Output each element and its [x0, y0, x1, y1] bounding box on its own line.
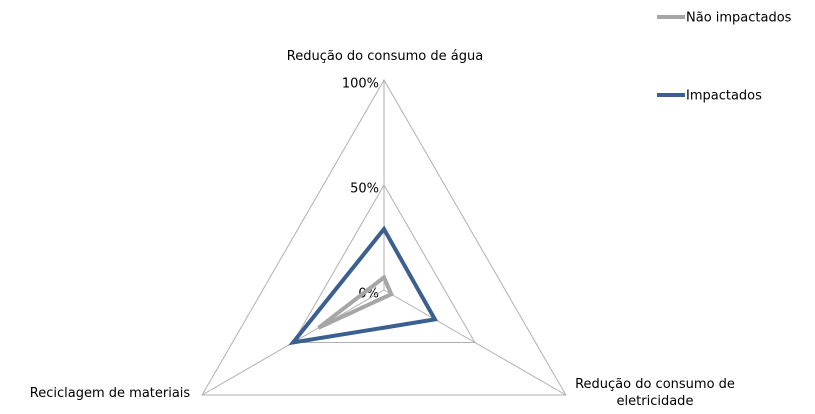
category-label: Redução do consumo de eletricidade [575, 377, 735, 409]
y-tick-label: 0% [358, 287, 379, 302]
grid-line [201, 79, 567, 396]
series-line [317, 274, 394, 330]
grid-line [292, 184, 476, 343]
legend-label: Impactados [686, 89, 762, 104]
legend-label: Não impactados [686, 11, 792, 26]
axis-spoke [383, 289, 567, 396]
series-line [288, 225, 439, 346]
category-label: Redução do consumo de água [286, 49, 484, 64]
y-tick-label: 100% [342, 77, 379, 92]
category-label: Reciclagem de materiais [29, 386, 191, 401]
y-tick-label: 50% [350, 182, 379, 197]
